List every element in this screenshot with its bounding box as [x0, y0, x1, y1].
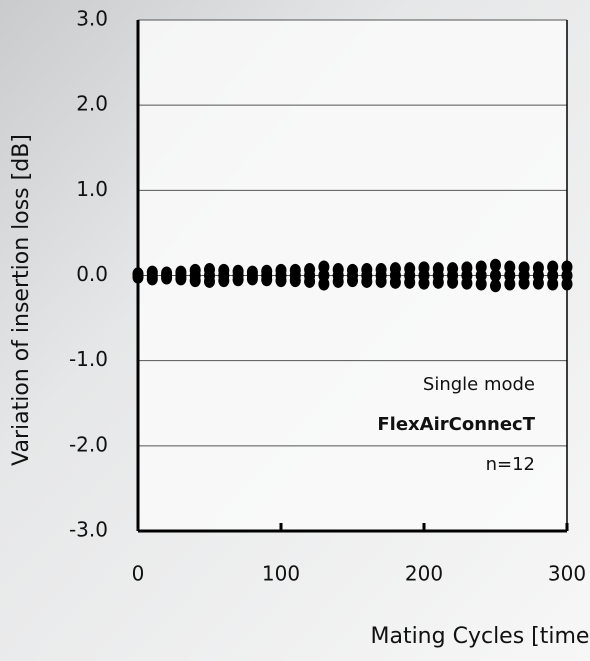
point [461, 261, 473, 275]
y-axis-label: Variation of insertion loss [dB] [9, 134, 34, 466]
point [189, 263, 201, 277]
point [490, 269, 501, 282]
point [447, 262, 459, 276]
x-tick-label: 0 [132, 562, 145, 586]
y-tick-label: 0.0 [76, 262, 108, 286]
point [232, 264, 244, 278]
point [332, 263, 344, 277]
point [304, 263, 316, 277]
point [490, 279, 501, 293]
point [132, 267, 144, 281]
point [261, 264, 273, 278]
annotation: n=12 [486, 454, 535, 475]
point [204, 263, 215, 277]
y-tick-label: 1.0 [76, 177, 108, 201]
point [161, 266, 173, 280]
y-tick-label: -1.0 [69, 347, 108, 371]
point [146, 265, 158, 279]
point [375, 263, 387, 277]
point [361, 263, 373, 277]
point [418, 261, 430, 275]
point [518, 261, 530, 275]
point [547, 260, 559, 274]
point [504, 260, 516, 274]
point [432, 262, 444, 276]
point [532, 261, 544, 275]
point [561, 260, 573, 274]
point [275, 263, 287, 277]
point [389, 262, 401, 276]
point [246, 265, 258, 279]
y-tick-label: 2.0 [76, 92, 108, 116]
point [490, 258, 501, 272]
annotation: Single mode [423, 374, 535, 395]
point [175, 265, 187, 279]
point [289, 263, 301, 277]
point [318, 260, 330, 274]
point [404, 262, 416, 276]
x-tick-label: 200 [405, 562, 443, 586]
x-tick-label: 100 [262, 562, 300, 586]
x-axis-label: Mating Cycles [times] [370, 624, 590, 649]
y-tick-label: -2.0 [69, 432, 108, 456]
y-tick-label: -3.0 [69, 518, 108, 542]
annotation: FlexAirConnecT [377, 414, 535, 435]
x-tick-label: 300 [548, 562, 586, 586]
point [475, 260, 487, 274]
point [218, 263, 230, 277]
y-tick-label: 3.0 [76, 7, 108, 31]
point [347, 263, 358, 277]
